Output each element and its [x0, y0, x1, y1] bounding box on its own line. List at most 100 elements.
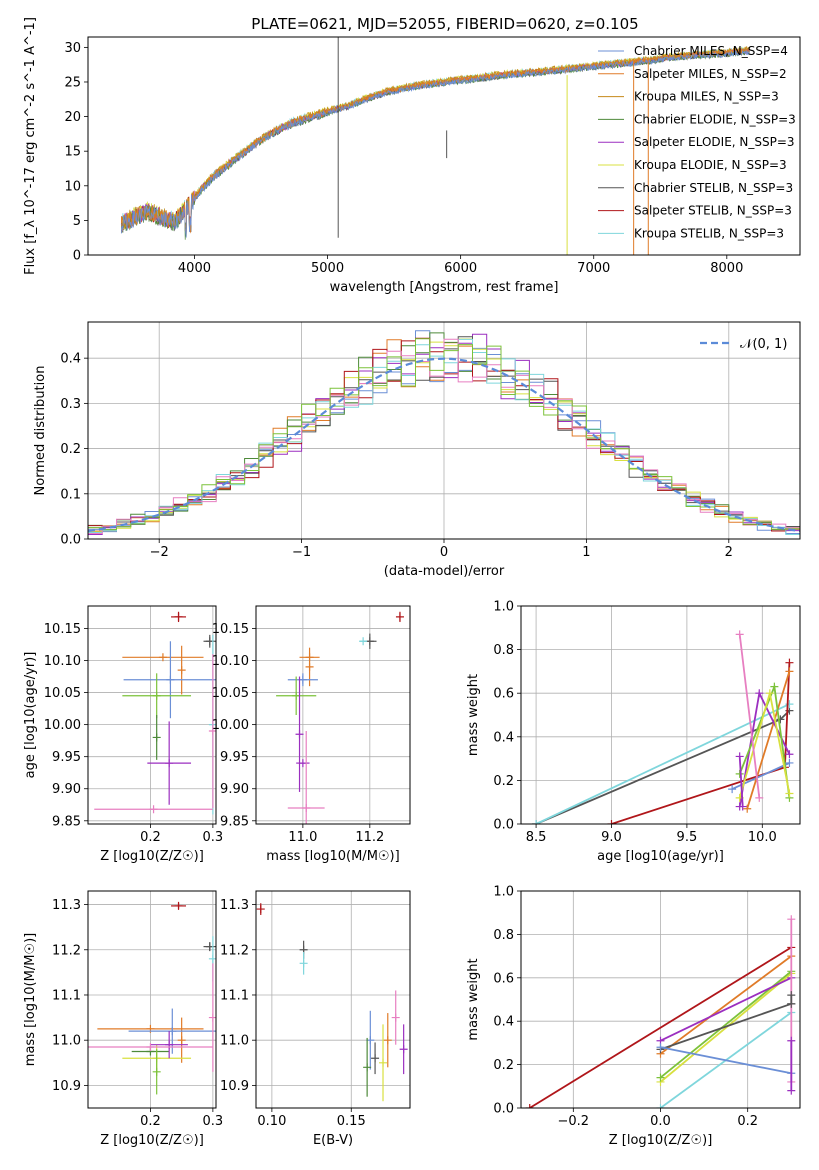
y-tick-label: 0.4 [493, 1015, 514, 1030]
y-tick-label: 10.10 [212, 654, 249, 669]
x-tick-label: 0.10 [257, 1114, 286, 1129]
y-tick-label: 0.6 [493, 971, 514, 986]
data-point [256, 905, 265, 914]
data-point [298, 675, 307, 684]
x-axis-label: Z [log10(Z/Z☉)] [100, 1133, 204, 1148]
weight-line [535, 703, 790, 824]
data-point [174, 612, 183, 621]
x-tick-label: −1 [292, 545, 311, 560]
data-point [735, 769, 744, 778]
data-point [152, 733, 161, 742]
legend-label: Kroupa MILES, N_SSP=3 [634, 90, 779, 104]
data-point [152, 691, 161, 700]
y-axis-label: mass weight [466, 958, 481, 1040]
x-tick-label: 9.5 [677, 830, 698, 845]
y-tick-label: 11.2 [220, 943, 249, 958]
legend-label: Salpeter MILES, N_SSP=2 [634, 67, 787, 81]
x-tick-label: 0.3 [203, 830, 224, 845]
y-tick-label: 0.2 [493, 774, 514, 789]
data-point [363, 1063, 372, 1072]
data-point [298, 759, 307, 768]
data-point [656, 1073, 665, 1082]
figure-title: PLATE=0621, MJD=52055, FIBERID=0620, z=0… [251, 15, 638, 33]
y-axis-label: mass weight [466, 674, 481, 756]
data-point [735, 630, 744, 639]
data-point [607, 820, 616, 824]
data-point [656, 1104, 665, 1108]
panel-spectrum: 4000 5000 6000 7000 8000 0 5 10 15 20 25 30 waveleng… [23, 17, 801, 295]
y-tick-label: 0.1 [60, 487, 81, 502]
x-tick-label: 5000 [311, 261, 344, 276]
data-point [365, 637, 374, 646]
data-point [395, 612, 404, 621]
x-axis-label: mass [log10(M/M☉)] [266, 849, 399, 864]
data-point [299, 959, 308, 968]
data-point [149, 805, 158, 814]
weight-line [660, 976, 792, 1042]
plot-frame [520, 890, 801, 1109]
plot-frame [87, 36, 801, 256]
plot-frame [87, 321, 801, 540]
panel-age_vs_mass: 11.0 11.2 9.85 9.90 9.95 10.00 10.05 10.10 10.15… [212, 605, 411, 864]
data-point [755, 689, 764, 698]
x-tick-label: 10.0 [748, 830, 777, 845]
x-tick-label: 9.0 [601, 830, 622, 845]
plot-area [88, 330, 800, 535]
y-tick-label: 0 [73, 249, 81, 264]
plot-frame [255, 890, 411, 1109]
y-tick-label: 9.90 [52, 782, 81, 797]
y-tick-label: 0.4 [493, 730, 514, 745]
data-point [787, 991, 796, 1000]
weight-line [659, 955, 792, 1055]
plot-frame [87, 890, 217, 1109]
x-tick-label: 0.15 [337, 1114, 366, 1129]
y-tick-label: 11.3 [220, 898, 249, 913]
x-tick-label: 8.5 [526, 830, 547, 845]
panel-residuals: −2 −1 0 1 2 0.0 0.1 0.2 0.3 0.4 (data-model)/error… [33, 321, 801, 579]
x-tick-label: −2 [150, 545, 169, 560]
data-point [174, 901, 183, 910]
y-axis-label: Normed distribution [33, 366, 48, 496]
y-tick-label: 0.3 [60, 397, 81, 412]
data-point [738, 802, 747, 811]
x-axis-label: (data-model)/error [384, 564, 505, 579]
data-point [152, 1067, 161, 1076]
y-tick-label: 0.2 [493, 1058, 514, 1073]
x-tick-label: 0 [440, 545, 448, 560]
x-tick-label: 0.2 [140, 1114, 161, 1129]
legend-label: Chabrier ELODIE, N_SSP=3 [634, 112, 796, 126]
y-axis-label: Flux [f_λ 10^-17 erg cm^-2 s^-1 A^-1] [23, 17, 38, 275]
legend-label: Kroupa ELODIE, N_SSP=3 [634, 158, 787, 172]
data-point [399, 1045, 408, 1054]
data-point [735, 752, 744, 761]
legend-label: Salpeter ELODIE, N_SSP=3 [634, 135, 795, 149]
weight-line [738, 634, 761, 798]
x-tick-label: 4000 [178, 261, 211, 276]
x-tick-label: 8000 [710, 261, 743, 276]
data-point [787, 915, 796, 924]
y-tick-label: 0.6 [493, 687, 514, 702]
x-tick-label: 0.2 [737, 1114, 758, 1129]
weight-line [746, 671, 791, 809]
y-tick-label: 10.00 [44, 718, 81, 733]
y-tick-label: 15 [64, 145, 81, 160]
y-tick-label: 0.8 [493, 643, 514, 658]
data-point [728, 785, 737, 794]
normal-curve [88, 357, 800, 533]
x-tick-label: 11.2 [355, 830, 384, 845]
plot-area [120, 37, 750, 255]
weight-line [660, 1046, 792, 1075]
data-point [656, 1043, 665, 1052]
plot-area [532, 630, 794, 824]
y-tick-label: 10.05 [44, 686, 81, 701]
weight-line [738, 756, 744, 807]
data-point [785, 789, 794, 798]
x-tick-label: 2 [725, 545, 733, 560]
y-tick-label: 11.1 [52, 988, 81, 1003]
data-point [755, 793, 764, 802]
data-point [787, 1086, 796, 1095]
data-point [532, 820, 541, 824]
y-tick-label: 10.05 [212, 686, 249, 701]
x-tick-label: −0.2 [558, 1114, 590, 1129]
y-tick-label: 11.0 [52, 1034, 81, 1049]
